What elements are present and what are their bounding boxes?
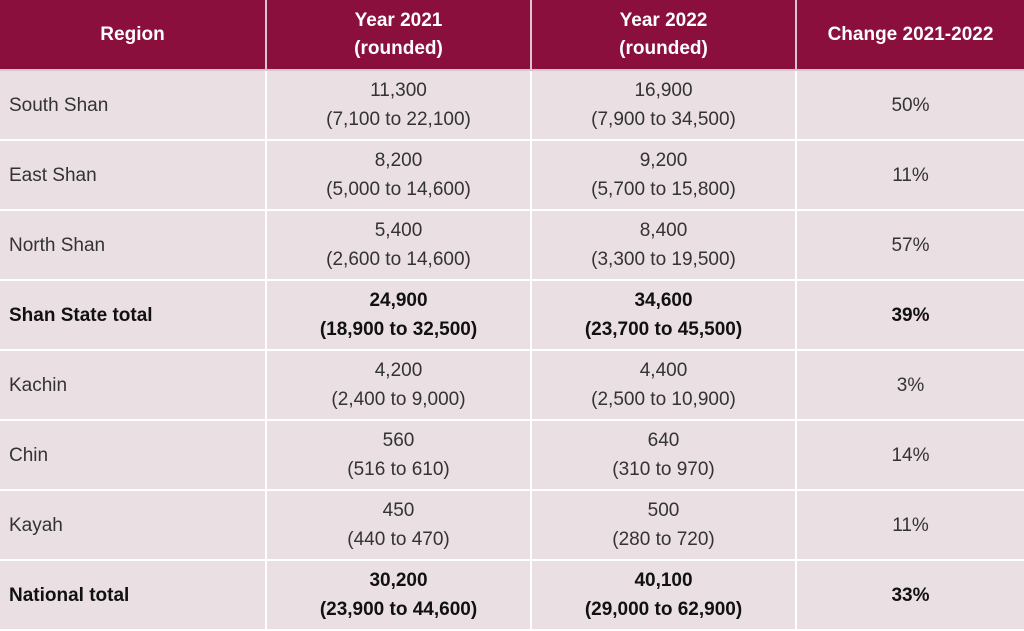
region-cell: Shan State total: [0, 280, 267, 351]
year-2022-range: (310 to 970): [612, 459, 715, 480]
region-cell: East Shan: [0, 140, 267, 211]
year-2022-value: 640: [647, 430, 680, 451]
year-2021-value: 4,200: [374, 360, 423, 381]
year-2022-cell: 9,200 (5,700 to 15,800): [531, 140, 797, 211]
year-2021-cell: 450 (440 to 470): [266, 490, 532, 561]
year-2022-cell: 4,400 (2,500 to 10,900): [531, 350, 797, 421]
region-cell: Chin: [0, 420, 267, 491]
region-cell: Kachin: [0, 350, 267, 421]
change-cell: 14%: [796, 420, 1024, 491]
header-year-2022-note: (rounded): [619, 37, 708, 59]
year-2022-value: 34,600: [634, 290, 693, 311]
year-2022-range: (3,300 to 19,500): [591, 249, 736, 270]
change-cell: 57%: [796, 210, 1024, 281]
year-2022-value: 16,900: [634, 80, 693, 101]
year-2021-value: 450: [382, 500, 415, 521]
region-cell: Kayah: [0, 490, 267, 561]
year-2022-cell: 16,900 (7,900 to 34,500): [531, 70, 797, 141]
region-cell: North Shan: [0, 210, 267, 281]
year-2022-value: 40,100: [634, 570, 693, 591]
year-2021-range: (516 to 610): [347, 459, 450, 480]
table-row: Kayah 450 (440 to 470) 500 (280 to 720) 11…: [0, 490, 1024, 561]
year-2021-cell: 30,200 (23,900 to 44,600): [266, 560, 532, 631]
header-year-2022-title: Year 2022: [619, 9, 708, 31]
year-2021-value: 30,200: [369, 570, 428, 591]
year-2022-cell: 8,400 (3,300 to 19,500): [531, 210, 797, 281]
year-2021-cell: 5,400 (2,600 to 14,600): [266, 210, 532, 281]
table-row: North Shan 5,400 (2,600 to 14,600) 8,400 (…: [0, 210, 1024, 281]
year-2022-range: (5,700 to 15,800): [591, 179, 736, 200]
change-cell: 11%: [796, 140, 1024, 211]
year-2022-value: 8,400: [639, 220, 688, 241]
table-row-shan-total: Shan State total 24,900 (18,900 to 32,500…: [0, 280, 1024, 351]
year-2021-value: 24,900: [369, 290, 428, 311]
year-2022-value: 500: [647, 500, 680, 521]
year-2021-cell: 24,900 (18,900 to 32,500): [266, 280, 532, 351]
header-region: Region: [0, 0, 267, 71]
table-row: South Shan 11,300 (7,100 to 22,100) 16,90…: [0, 70, 1024, 141]
year-2022-value: 4,400: [639, 360, 688, 381]
year-2022-cell: 40,100 (29,000 to 62,900): [531, 560, 797, 631]
year-2022-range: (29,000 to 62,900): [584, 599, 743, 620]
year-2021-cell: 11,300 (7,100 to 22,100): [266, 70, 532, 141]
table-row: Kachin 4,200 (2,400 to 9,000) 4,400 (2,500…: [0, 350, 1024, 421]
region-cell: South Shan: [0, 70, 267, 141]
change-cell: 39%: [796, 280, 1024, 351]
header-year-2022: Year 2022 (rounded): [531, 0, 797, 71]
year-2021-value: 11,300: [370, 80, 427, 101]
year-2022-range: (280 to 720): [612, 529, 715, 550]
year-2021-value: 560: [382, 430, 415, 451]
header-year-2021: Year 2021 (rounded): [266, 0, 532, 71]
year-2021-range: (18,900 to 32,500): [319, 319, 478, 340]
year-2021-range: (2,600 to 14,600): [326, 249, 471, 270]
year-2022-value: 9,200: [639, 150, 688, 171]
year-2021-range: (5,000 to 14,600): [326, 179, 471, 200]
year-2021-value: 5,400: [374, 220, 423, 241]
change-cell: 50%: [796, 70, 1024, 141]
table-row: Chin 560 (516 to 610) 640 (310 to 970) 14%: [0, 420, 1024, 491]
year-2021-range: (23,900 to 44,600): [319, 599, 478, 620]
year-2021-cell: 560 (516 to 610): [266, 420, 532, 491]
change-cell: 11%: [796, 490, 1024, 561]
header-change: Change 2021-2022: [796, 0, 1024, 71]
table-row: East Shan 8,200 (5,000 to 14,600) 9,200 (5…: [0, 140, 1024, 211]
year-2021-range: (440 to 470): [347, 529, 450, 550]
year-2022-cell: 640 (310 to 970): [531, 420, 797, 491]
table-row-national-total: National total 30,200 (23,900 to 44,600) …: [0, 560, 1024, 631]
year-2021-range: (2,400 to 9,000): [331, 389, 466, 410]
year-2022-range: (2,500 to 10,900): [591, 389, 736, 410]
year-2022-range: (7,900 to 34,500): [591, 109, 736, 130]
year-2021-cell: 8,200 (5,000 to 14,600): [266, 140, 532, 211]
year-2021-range: (7,100 to 22,100): [326, 109, 471, 130]
change-cell: 3%: [796, 350, 1024, 421]
year-2022-cell: 500 (280 to 720): [531, 490, 797, 561]
year-2022-range: (23,700 to 45,500): [584, 319, 743, 340]
year-2021-cell: 4,200 (2,400 to 9,000): [266, 350, 532, 421]
header-year-2021-note: (rounded): [354, 37, 443, 59]
change-cell: 33%: [796, 560, 1024, 631]
header-year-2021-title: Year 2021: [354, 9, 443, 31]
year-2021-value: 8,200: [374, 150, 423, 171]
region-cell: National total: [0, 560, 267, 631]
year-2022-cell: 34,600 (23,700 to 45,500): [531, 280, 797, 351]
header-row: Region Year 2021 (rounded) Year 2022 (ro…: [0, 0, 1024, 71]
